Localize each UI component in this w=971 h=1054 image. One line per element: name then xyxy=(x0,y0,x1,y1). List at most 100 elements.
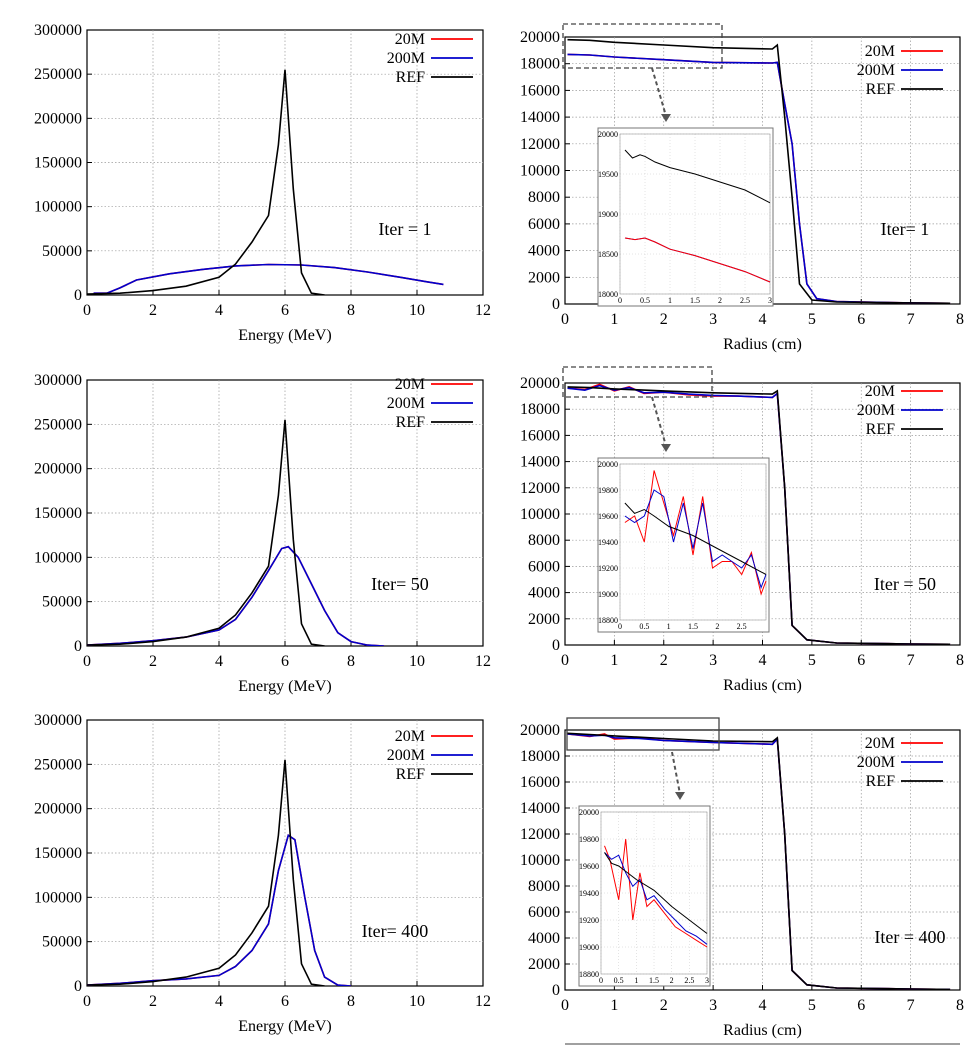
chart-panel-radius-iter-1: 0 1 2 3 4 5 6 7 80200040006000800010000120001400… xyxy=(520,23,964,353)
x-tick-label: 12 xyxy=(475,653,491,670)
x-tick-label: 1 xyxy=(610,997,618,1014)
series-line-200M xyxy=(93,263,444,294)
chart-panel-energy-iter-400: 0 2 4 6 8 10 12 0 50000 100000 150000 200000 250000 3… xyxy=(34,712,491,1035)
legend-label: 200M xyxy=(857,754,895,771)
zoom-arrowhead xyxy=(661,114,671,122)
x-tick-label: 8 xyxy=(956,997,964,1014)
legend-label: 20M xyxy=(395,376,425,393)
inset-y-tick-label: 18000 xyxy=(598,290,618,299)
x-tick-label: 4 xyxy=(215,653,223,670)
y-tick-label: 200000 xyxy=(34,801,82,818)
inset-series-line xyxy=(604,852,708,945)
inset-frame xyxy=(597,127,774,307)
y-tick-label: 10000 xyxy=(520,163,560,180)
x-tick-label: 2 xyxy=(660,311,668,328)
y-tick-label: 250000 xyxy=(34,66,82,83)
inset-axes-frame xyxy=(619,133,771,295)
zoom-region-box xyxy=(562,23,723,69)
x-tick-label: 2 xyxy=(660,997,668,1014)
x-tick-label: 0 xyxy=(561,997,569,1014)
inset-x-tick-label: 0.5 xyxy=(614,976,624,985)
legend-label: REF xyxy=(396,766,425,783)
inset-x-tick-label: 0 xyxy=(618,622,622,631)
x-tick-label: 4 xyxy=(215,302,223,319)
x-tick-label: 4 xyxy=(759,997,767,1014)
x-tick-label: 8 xyxy=(347,653,355,670)
legend-label: REF xyxy=(866,421,895,438)
inset-series-line xyxy=(624,149,771,204)
y-tick-label: 10000 xyxy=(520,506,560,523)
inset-x-tick-label: 3 xyxy=(768,296,772,305)
inset-x-tick-label: 2.5 xyxy=(740,296,750,305)
series-line-REF xyxy=(87,69,325,295)
inset-y-tick-label: 20000 xyxy=(579,808,599,817)
y-tick-label: 14000 xyxy=(520,109,560,126)
x-tick-label: 0 xyxy=(561,311,569,328)
inset-plot: 0 0.5 1 1.5 2 2.5 18800 19000 19200 19400 19600 198… xyxy=(597,457,770,633)
x-tick-label: 5 xyxy=(808,311,816,328)
y-tick-label: 18000 xyxy=(520,401,560,418)
inset-y-tick-label: 19400 xyxy=(579,889,599,898)
x-tick-label: 10 xyxy=(409,653,425,670)
y-tick-label: 0 xyxy=(74,287,82,304)
inset-y-tick-label: 19800 xyxy=(598,486,618,495)
inset-y-tick-label: 19200 xyxy=(598,564,618,573)
y-tick-label: 2000 xyxy=(528,611,560,628)
inset-x-tick-label: 2 xyxy=(715,622,719,631)
inset-x-tick-label: 2 xyxy=(670,976,674,985)
chart-panel-energy-iter-1: 0 2 4 6 8 10 12 0 50000 100000 150000 200000 250000 3… xyxy=(34,22,491,344)
legend-label: 200M xyxy=(387,747,425,764)
y-tick-label: 14000 xyxy=(520,800,560,817)
inset-y-tick-label: 19500 xyxy=(598,170,618,179)
inset-x-tick-label: 1 xyxy=(667,622,671,631)
legend-label: REF xyxy=(866,773,895,790)
x-tick-label: 5 xyxy=(808,997,816,1014)
y-tick-label: 4000 xyxy=(528,930,560,947)
x-axis-label: Radius (cm) xyxy=(723,677,802,694)
x-tick-label: 8 xyxy=(956,652,964,669)
y-tick-label: 18000 xyxy=(520,748,560,765)
y-tick-label: 16000 xyxy=(520,774,560,791)
x-tick-label: 6 xyxy=(281,993,289,1010)
y-tick-label: 0 xyxy=(552,982,560,999)
legend-label: 200M xyxy=(857,402,895,419)
zoom-arrow xyxy=(651,67,667,117)
y-tick-label: 0 xyxy=(74,638,82,655)
legend-label: 20M xyxy=(865,383,895,400)
chart-panel-energy-iter-50: 0 2 4 6 8 10 12 0 50000 100000 150000 200000 250000 3… xyxy=(34,372,491,695)
x-tick-label: 7 xyxy=(907,997,915,1014)
y-tick-label: 50000 xyxy=(42,594,82,611)
x-axis-label: Energy (MeV) xyxy=(238,327,331,344)
inset-plot: 0 0.5 1 1.5 2 2.5 3 18800 19000 19200 19400 19600 19… xyxy=(578,805,711,987)
x-tick-label: 7 xyxy=(907,311,915,328)
series-line-200M xyxy=(87,545,385,646)
x-tick-label: 3 xyxy=(709,311,717,328)
inset-x-tick-label: 1 xyxy=(634,976,638,985)
y-tick-label: 250000 xyxy=(34,416,82,433)
legend-label: 200M xyxy=(387,395,425,412)
x-tick-label: 6 xyxy=(857,997,865,1014)
inset-y-tick-label: 19400 xyxy=(598,538,618,547)
series-line-REF xyxy=(567,386,951,645)
inset-x-tick-label: 1.5 xyxy=(688,622,698,631)
x-tick-label: 6 xyxy=(281,302,289,319)
inset-y-tick-label: 18800 xyxy=(579,970,599,979)
x-tick-label: 4 xyxy=(759,652,767,669)
inset-y-tick-label: 19600 xyxy=(579,862,599,871)
iteration-annotation: Iter= 1 xyxy=(881,219,930,239)
inset-series-line xyxy=(604,838,708,948)
y-tick-label: 6000 xyxy=(528,904,560,921)
iteration-annotation: Iter= 400 xyxy=(362,921,429,941)
x-tick-label: 1 xyxy=(610,311,618,328)
y-tick-label: 14000 xyxy=(520,454,560,471)
y-tick-label: 8000 xyxy=(528,878,560,895)
y-tick-label: 12000 xyxy=(520,826,560,843)
legend-label: 20M xyxy=(865,43,895,60)
inset-x-tick-label: 0 xyxy=(599,976,603,985)
y-tick-label: 0 xyxy=(552,296,560,313)
y-tick-label: 4000 xyxy=(528,585,560,602)
inset-y-tick-label: 19200 xyxy=(579,916,599,925)
y-tick-label: 150000 xyxy=(34,155,82,172)
x-tick-label: 4 xyxy=(215,993,223,1010)
